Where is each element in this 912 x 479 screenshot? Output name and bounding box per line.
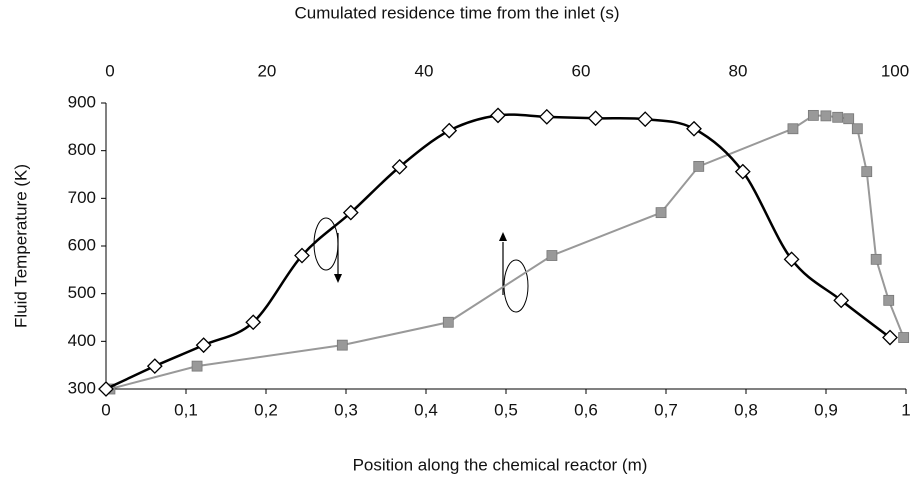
square-marker xyxy=(336,339,348,351)
square-marker xyxy=(546,250,558,261)
square-marker xyxy=(442,316,454,328)
x2-tick-label: 0 xyxy=(105,61,114,80)
x-tick-label: 0,6 xyxy=(574,400,598,419)
square-marker xyxy=(832,111,844,123)
diamond-marker xyxy=(342,204,359,221)
diamond-marker xyxy=(146,358,163,375)
square-marker xyxy=(861,166,873,178)
y-tick-label: 900 xyxy=(68,92,96,111)
top-axis-title: Cumulated residence time from the inlet … xyxy=(294,3,619,22)
square-marker xyxy=(655,207,667,219)
x-axis-title: Position along the chemical reactor (m) xyxy=(353,455,648,474)
diamond-marker xyxy=(538,108,555,125)
diamond-marker xyxy=(490,107,506,124)
diamond-marker xyxy=(441,122,458,139)
x-tick-label: 0,4 xyxy=(414,400,438,419)
square-marker xyxy=(191,360,203,372)
square-marker xyxy=(851,123,863,135)
diamond-marker xyxy=(294,247,310,264)
x2-tick-label: 20 xyxy=(257,61,276,80)
y-axis-title: Fluid Temperature (K) xyxy=(11,164,30,328)
y-tick-label: 700 xyxy=(68,188,96,207)
x2-tick-label: 60 xyxy=(572,61,591,80)
diamond-marker xyxy=(245,314,262,331)
diamond-marker xyxy=(391,158,408,175)
y-tick-label: 600 xyxy=(68,235,96,254)
series-line xyxy=(109,114,905,390)
square-marker xyxy=(787,123,799,135)
x-tick-label: 0,2 xyxy=(254,400,278,419)
y-tick-label: 300 xyxy=(68,378,96,397)
series-line xyxy=(105,113,891,391)
x2-tick-label: 100 xyxy=(881,61,909,80)
square-marker xyxy=(820,110,832,122)
y-tick-label: 800 xyxy=(68,140,96,159)
x-tick-label: 1 xyxy=(901,400,910,419)
diamond-marker xyxy=(637,111,654,128)
diamond-marker xyxy=(98,381,114,397)
x2-tick-label: 40 xyxy=(414,61,433,80)
square-marker xyxy=(870,253,882,265)
x2-tick-label: 80 xyxy=(729,61,748,80)
x-tick-label: 0,1 xyxy=(174,400,198,419)
x-tick-label: 0,9 xyxy=(814,400,838,419)
x-tick-label: 0,3 xyxy=(334,400,358,419)
diamond-marker xyxy=(734,163,751,180)
x-tick-label: 0 xyxy=(101,400,110,419)
diamond-marker xyxy=(783,251,800,268)
square-marker xyxy=(883,294,895,306)
square-marker xyxy=(843,113,855,125)
square-marker xyxy=(898,332,910,343)
diamond-marker xyxy=(587,110,604,127)
diamond-marker xyxy=(882,329,898,346)
annotation-right xyxy=(499,232,529,313)
y-tick-label: 500 xyxy=(68,283,96,302)
square-marker xyxy=(693,160,705,172)
diamond-marker xyxy=(195,337,212,354)
diamond-marker xyxy=(833,292,850,309)
annotation-left xyxy=(313,217,342,283)
x-tick-label: 0,8 xyxy=(734,400,758,419)
x-tick-label: 0,7 xyxy=(654,400,678,419)
x-tick-label: 0,5 xyxy=(494,400,518,419)
diamond-marker xyxy=(686,120,702,137)
square-marker xyxy=(807,109,819,121)
y-tick-label: 400 xyxy=(68,331,96,350)
